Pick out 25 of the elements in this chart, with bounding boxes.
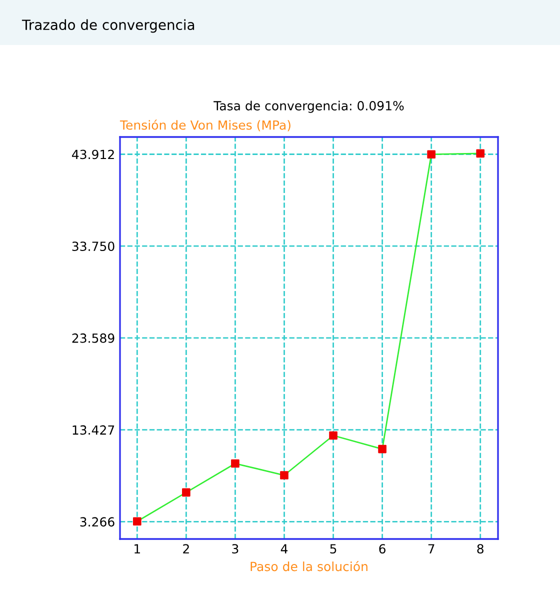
y-tick-label: 43.912 (72, 150, 114, 160)
point (182, 488, 190, 497)
point (329, 431, 338, 440)
x-tick-label: 8 (477, 544, 484, 554)
y-tick-label: 23.589 (72, 333, 114, 343)
y-tick-label: 33.750 (72, 242, 114, 252)
chart-title: Trazado de convergencia (22, 19, 194, 33)
x-tick-label: 7 (428, 544, 434, 554)
point (427, 150, 436, 159)
point (231, 459, 240, 468)
x-tick-label: 1 (134, 544, 140, 554)
chart-subtitle: Tasa de convergencia: 0.091% (214, 100, 404, 113)
x-tick-label: 2 (183, 544, 189, 554)
y-axis-title: Tensión de Von Mises (MPa) (120, 120, 290, 132)
x-tick-label: 6 (379, 544, 386, 554)
x-axis-title: Paso de la solución (250, 561, 368, 572)
point (132, 517, 142, 526)
x-tick-label: 5 (330, 544, 336, 554)
y-tick-label: 3.266 (80, 517, 114, 527)
x-tick-label: 4 (280, 544, 288, 554)
point (476, 149, 485, 158)
y-tick-label: 13.427 (72, 425, 114, 435)
point (280, 471, 288, 480)
x-tick-label: 3 (232, 544, 238, 554)
point (378, 444, 386, 454)
